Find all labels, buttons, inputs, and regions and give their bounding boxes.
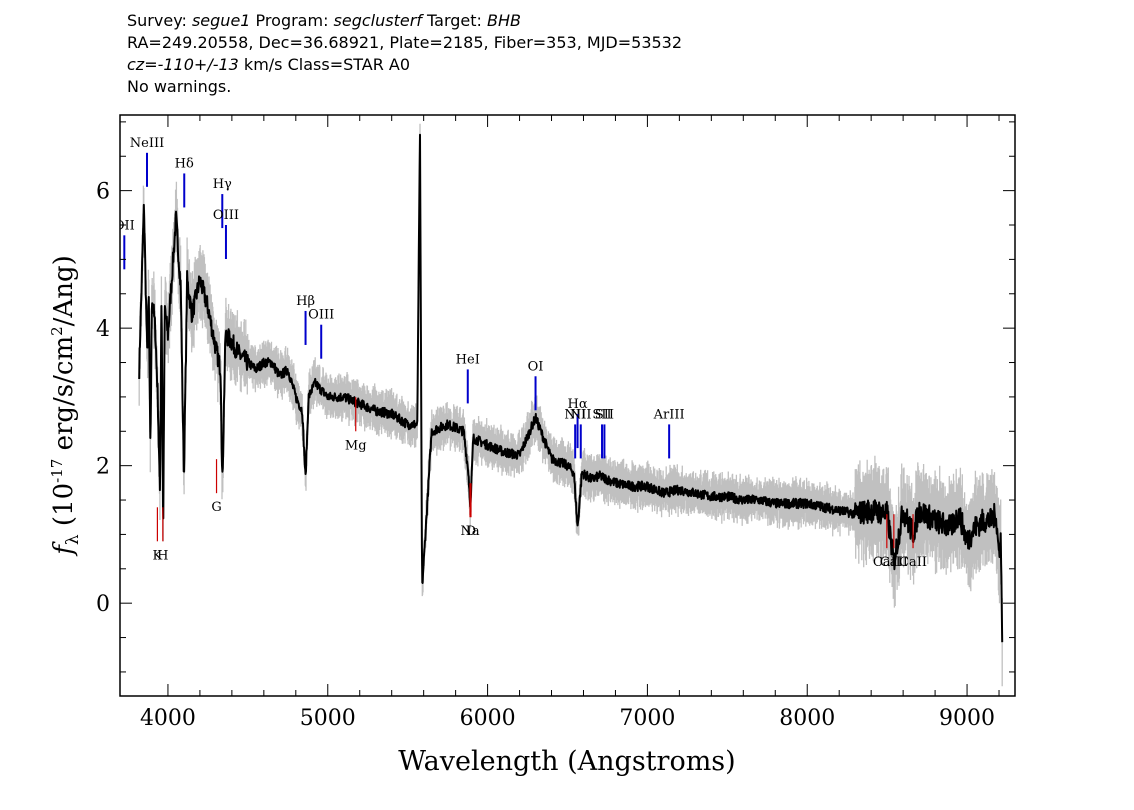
header-line-redshift: cz=-110+/-13 km/s Class=STAR A0	[127, 54, 682, 76]
x-tick-label: 9000	[939, 706, 995, 731]
emission-line-label: Hα	[568, 397, 588, 412]
absorption-line-label: D	[466, 524, 476, 539]
axis-ticks: 4000 5000 6000 7000 8000 9000 0 2 4 6	[96, 115, 1015, 731]
absorption-line-label: G	[211, 500, 221, 515]
header-line-warnings: No warnings.	[127, 77, 232, 96]
absorption-line-label: CaII	[899, 555, 927, 570]
emission-line-label: Hγ	[213, 177, 232, 192]
absorption-line-label: K	[153, 548, 163, 563]
header-line-coordinates: RA=249.20558, Dec=36.68921, Plate=2185, …	[127, 33, 683, 52]
emission-line-label: SII	[592, 407, 611, 422]
y-axis-label: fλ (10-17 erg/s/cm2/Ang)	[48, 255, 83, 557]
absorption-line-label: CaII	[880, 555, 908, 570]
emission-line-label: Hδ	[175, 156, 194, 171]
emission-line-label: OI	[528, 359, 544, 374]
emission-line-label: NeIII	[130, 136, 164, 151]
flux-series-line	[138, 133, 1004, 643]
y-tick-label: 4	[96, 317, 110, 342]
absorption-line-label: Mg	[345, 438, 367, 453]
emission-line-label: ArIII	[653, 407, 685, 422]
y-tick-label: 6	[96, 180, 110, 205]
program-value: segclusterf	[333, 11, 422, 30]
survey-value: segue1	[191, 11, 251, 30]
emission-line-label: NII	[564, 407, 586, 422]
y-tick-label: 2	[96, 455, 110, 480]
emission-line-label: NII	[570, 407, 592, 422]
absorption-line-label: Na	[460, 524, 479, 539]
program-label: Program:	[250, 11, 334, 30]
x-tick-label: 5000	[300, 706, 356, 731]
x-tick-label: 4000	[140, 706, 196, 731]
cz-value: cz=-110+/-13	[127, 55, 239, 74]
emission-line-label: SII	[595, 407, 614, 422]
x-axis-label: Wavelength (Angstroms)	[398, 746, 735, 777]
emission-line-label: Hβ	[296, 294, 315, 309]
target-label: Target:	[421, 11, 487, 30]
target-value: BHB	[487, 11, 521, 30]
emission-line-label: HeI	[456, 352, 480, 367]
flux-layer	[138, 133, 1004, 643]
emission-line-label: OII	[114, 218, 135, 233]
x-tick-label: 6000	[460, 706, 516, 731]
survey-label: Survey:	[127, 11, 192, 30]
absorption-line-label: CaII	[873, 555, 901, 570]
plot-frame	[119, 114, 1016, 697]
class-value: km/s Class=STAR A0	[238, 55, 411, 74]
x-tick-label: 7000	[619, 706, 675, 731]
spectrum-header: Survey: segue1 Program: segclusterf Targ…	[127, 10, 682, 98]
header-line-survey: Survey: segue1 Program: segclusterf Targ…	[127, 10, 682, 32]
emission-line-label: OIII	[308, 308, 334, 323]
x-tick-label: 8000	[779, 706, 835, 731]
y-tick-label: 0	[96, 592, 110, 617]
emission-line-label: OIII	[213, 208, 239, 223]
absorption-line-label: H	[157, 548, 168, 563]
